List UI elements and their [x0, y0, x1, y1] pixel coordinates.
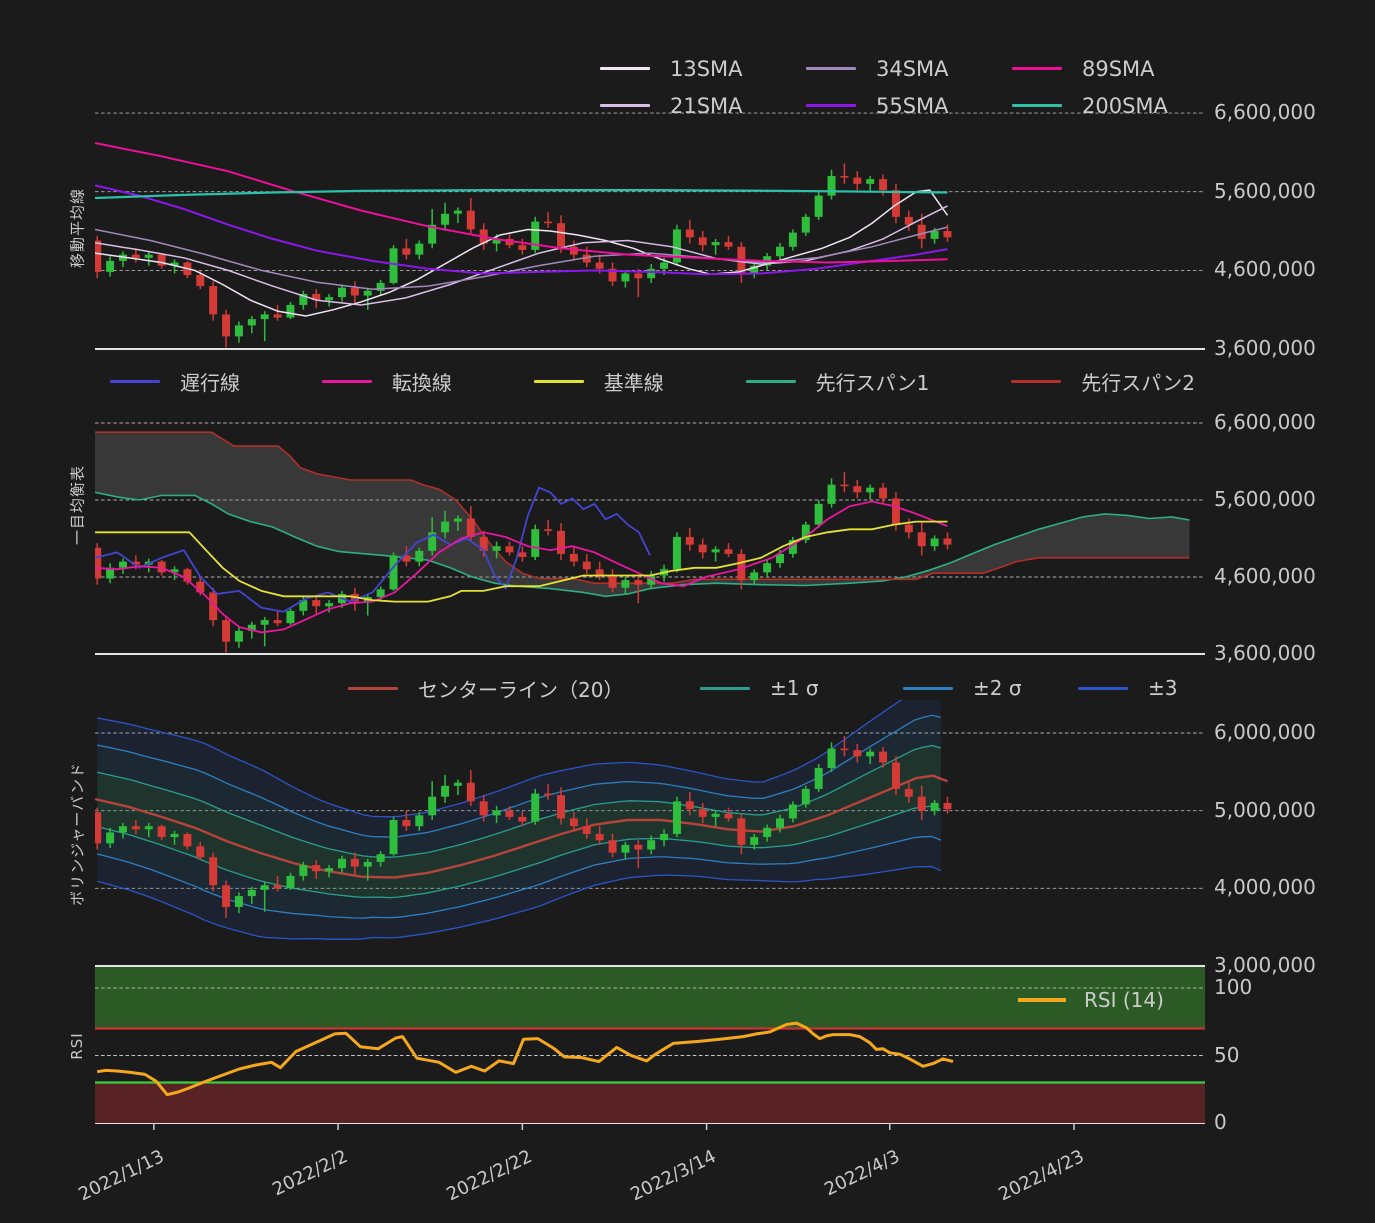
legend-item-センターライン（20）: センターライン（20） [348, 673, 623, 703]
y-tick-label: 50 [1214, 1042, 1240, 1067]
line-89SMA [95, 142, 948, 264]
legend-swatch [745, 379, 796, 383]
bollinger-fill [97, 745, 941, 898]
legend-item-転換線: 転換線 [321, 367, 452, 396]
legend-label: 21SMA [670, 93, 743, 118]
legend-swatch [806, 104, 856, 107]
ichimoku-cloud [95, 432, 1190, 597]
legend-swatch [533, 379, 584, 383]
legend-swatch [700, 686, 750, 690]
sma-legend: 13SMA 21SMA 34SMA 55SMA 89SMA 200SMA [600, 50, 1218, 124]
candles-panel-2 [95, 736, 952, 918]
line-34SMA [95, 226, 948, 290]
gridlines-panel-1 [95, 422, 1205, 655]
legend-label: 200SMA [1082, 93, 1168, 118]
legend-label: 先行スパン1 [815, 370, 930, 395]
legend-swatch [1012, 104, 1062, 107]
y-tick-label: 5,600,000 [1214, 487, 1316, 511]
panel-title-rsi: RSI [68, 1032, 86, 1060]
legend-item-±1 σ: ±1 σ [700, 673, 819, 703]
y-tick-label: 3,000,000 [1214, 953, 1316, 977]
line-21SMA [95, 205, 948, 306]
legend-label: 遅行線 [180, 370, 240, 395]
legend-item-先行スパン2: 先行スパン2 [1011, 367, 1195, 396]
legend-item-13SMA: 13SMA [600, 50, 806, 87]
rsi-zones [95, 965, 1205, 1123]
legend-swatch [600, 104, 650, 107]
legend-swatch [348, 686, 398, 690]
bollinger-band-line [97, 714, 941, 838]
y-tick-label: 3,600,000 [1214, 336, 1316, 360]
legend-swatch [903, 686, 953, 690]
legend-item-±2 σ: ±2 σ [903, 673, 1022, 703]
y-tick-label: 5,000,000 [1214, 797, 1316, 822]
line-55SMA [95, 184, 948, 276]
y-tick-label: 6,000,000 [1214, 720, 1316, 744]
legend-label: センターライン（20） [418, 677, 624, 702]
rsi-legend-label: RSI (14) [1084, 988, 1164, 1012]
legend-item-±3: ±3 [1078, 673, 1177, 703]
y-tick-label: 4,600,000 [1214, 257, 1316, 282]
legend-label: 55SMA [876, 93, 949, 118]
line-13SMA [95, 189, 949, 317]
legend-label: ±1 σ [770, 676, 819, 700]
ichimoku-legend: 遅行線 転換線 基準線 先行スパン1 先行スパン2 [110, 366, 1195, 396]
bollinger-center-line [95, 774, 948, 879]
legend-item-89SMA: 89SMA [1012, 50, 1218, 87]
legend-label: 転換線 [391, 370, 452, 395]
y-tick-label: 0 [1214, 1110, 1227, 1134]
line-先行スパン2 [95, 431, 1190, 584]
legend-swatch [600, 67, 650, 70]
gridlines-panel-0 [95, 112, 1205, 350]
legend-item-21SMA: 21SMA [600, 87, 806, 124]
legend-swatch [110, 379, 160, 383]
legend-item-先行スパン1: 先行スパン1 [745, 367, 930, 396]
legend-label: 89SMA [1082, 56, 1155, 81]
y-tick-label: 5,600,000 [1214, 178, 1316, 203]
panel-title-ichimoku: 一目均衡表 [68, 464, 87, 546]
bollinger-band-line [97, 805, 942, 899]
legend-item-遅行線: 遅行線 [110, 367, 240, 396]
line-200SMA [95, 189, 948, 200]
legend-swatch [1012, 67, 1062, 70]
legend-swatch [806, 67, 856, 70]
line-基準線 [95, 520, 948, 603]
panel-title-moving-average: 移動平均線 [68, 187, 87, 269]
bollinger-band-line [97, 866, 942, 940]
legend-swatch [1078, 686, 1128, 690]
rsi-legend-swatch [1018, 998, 1066, 1002]
y-tick-label: 6,600,000 [1214, 410, 1316, 434]
y-tick-label: 3,600,000 [1214, 641, 1316, 665]
bollinger-fill [97, 715, 941, 858]
y-tick-label: 4,000,000 [1214, 875, 1316, 900]
bollinger-fill [97, 806, 941, 919]
bollinger-fill [97, 700, 941, 837]
legend-item-基準線: 基準線 [533, 367, 664, 396]
y-tick-label: 4,600,000 [1214, 564, 1316, 588]
legend-item-55SMA: 55SMA [806, 87, 1012, 124]
y-tick-label: 100 [1214, 975, 1253, 999]
bollinger-band-line [97, 700, 903, 818]
line-先行スパン1 [95, 491, 1190, 598]
y-tick-label: 6,600,000 [1214, 100, 1316, 125]
legend-label: ±2 σ [973, 676, 1022, 700]
legend-swatch [321, 379, 372, 383]
legend-label: ±3 [1148, 676, 1178, 700]
rsi-line [96, 1021, 954, 1097]
legend-swatch [1011, 379, 1062, 383]
panel-title-bollinger: ボリンジャーバンド [68, 762, 87, 906]
legend-label: 基準線 [603, 370, 664, 395]
legend-label: 13SMA [670, 56, 743, 81]
line-転換線 [95, 500, 948, 634]
legend-label: 34SMA [876, 56, 949, 81]
legend-item-200SMA: 200SMA [1012, 87, 1218, 124]
legend-label: 先行スパン2 [1081, 370, 1195, 395]
bollinger-band-line [97, 744, 941, 858]
rsi-legend: RSI (14) [1018, 988, 1164, 1012]
legend-item-34SMA: 34SMA [806, 50, 1012, 87]
